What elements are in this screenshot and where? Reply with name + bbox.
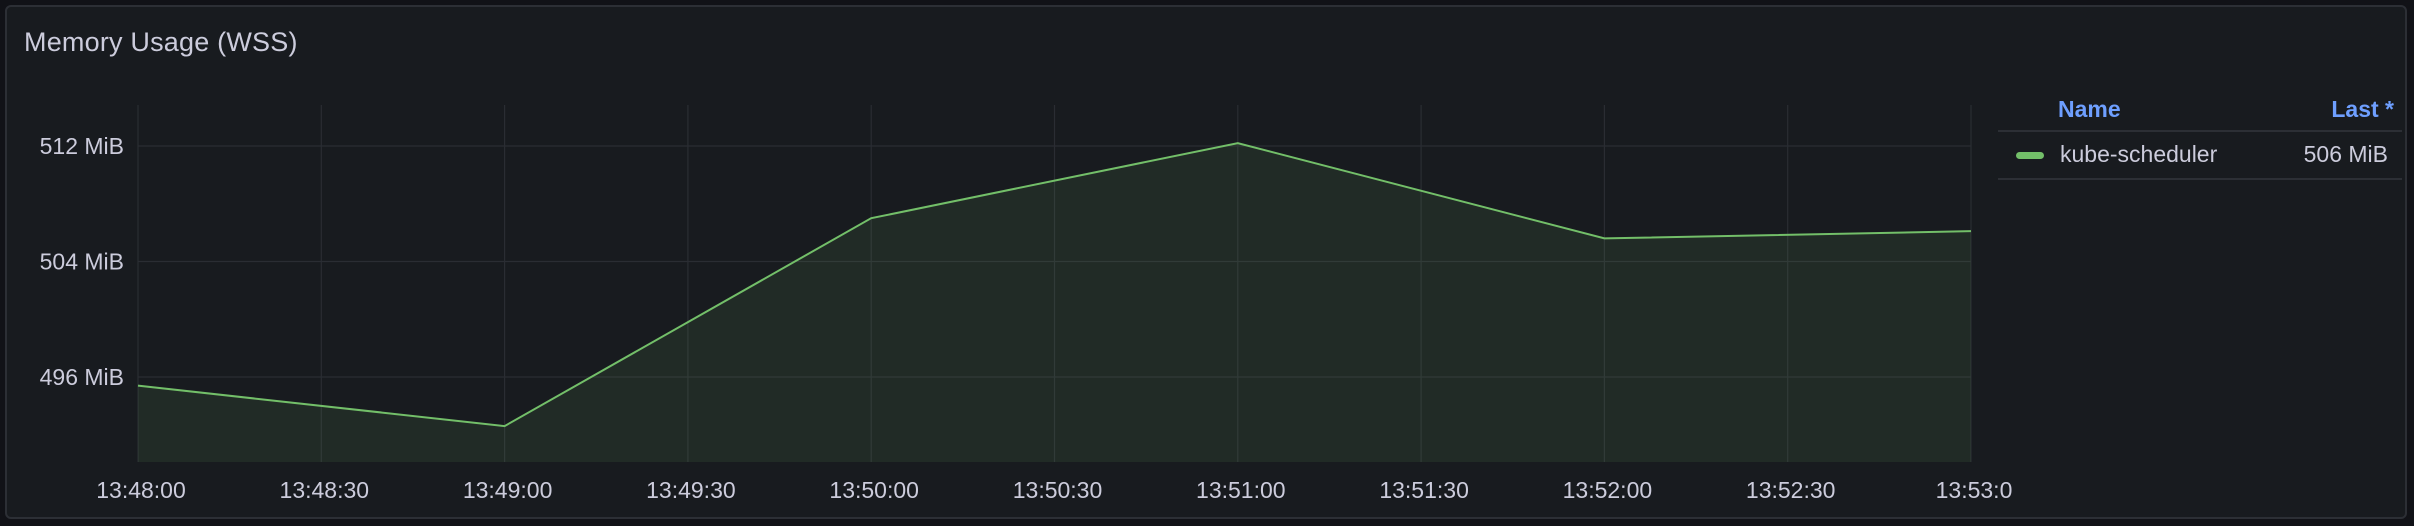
x-tick-label: 13:49:30 (646, 477, 736, 503)
legend-row-kube-scheduler[interactable]: kube-scheduler 506 MiB (1998, 132, 2402, 180)
x-tick-label: 13:53:0 (1936, 477, 2013, 503)
x-tick-label: 13:52:30 (1746, 477, 1836, 503)
legend-header-last[interactable]: Last * (2331, 96, 2394, 122)
legend-series-name[interactable]: kube-scheduler (2060, 141, 2218, 167)
panel-title[interactable]: Memory Usage (WSS) (24, 27, 298, 57)
series-area-fill (138, 143, 1971, 463)
legend-header: Name Last * (1998, 90, 2402, 132)
y-tick-label: 504 MiB (40, 249, 124, 275)
y-tick-label: 512 MiB (40, 133, 124, 159)
x-tick-label: 13:50:30 (1013, 477, 1103, 503)
legend: Name Last * kube-scheduler 506 MiB (1998, 90, 2402, 180)
x-tick-label: 13:50:00 (829, 477, 919, 503)
x-tick-label: 13:48:00 (96, 477, 186, 503)
series-line-kube-scheduler[interactable] (137, 142, 1972, 428)
x-tick-label: 13:52:00 (1563, 477, 1653, 503)
x-tick-label: 13:51:00 (1196, 477, 1286, 503)
x-tick-label: 13:49:00 (463, 477, 553, 503)
x-tick-label: 13:51:30 (1379, 477, 1469, 503)
x-axis: 13:48:00 13:48:30 13:49:00 13:49:30 13:50:00… (96, 477, 2012, 503)
y-tick-label: 496 MiB (40, 364, 124, 390)
legend-header-name[interactable]: Name (2058, 96, 2121, 122)
y-axis: 496 MiB 504 MiB 512 MiB (40, 133, 124, 390)
x-tick-label: 13:48:30 (280, 477, 370, 503)
series-color-swatch (2016, 152, 2044, 159)
chart-area-layer (137, 142, 1972, 463)
legend-series-last: 506 MiB (2303, 141, 2388, 167)
chart-grid (137, 105, 1972, 462)
